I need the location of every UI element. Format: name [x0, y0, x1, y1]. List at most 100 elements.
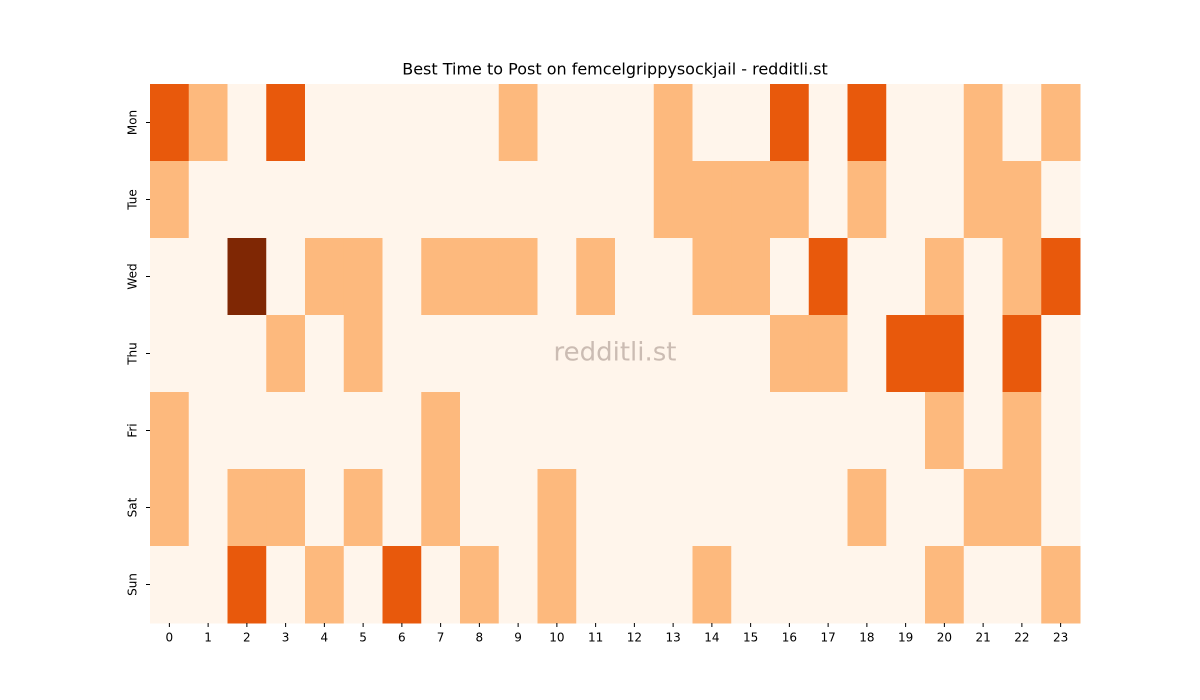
heat-cell — [343, 392, 383, 470]
heat-cell — [653, 315, 693, 393]
heat-cell — [266, 238, 306, 316]
heat-cell — [537, 469, 577, 547]
heat-cell — [963, 546, 1003, 624]
x-tick-label: 11 — [588, 631, 603, 645]
heat-cell — [1002, 315, 1042, 393]
heat-cell — [963, 315, 1003, 393]
heat-cell — [498, 469, 538, 547]
x-tick-label: 23 — [1053, 631, 1068, 645]
heat-cell — [305, 84, 345, 162]
heat-cell — [770, 161, 810, 239]
heat-cell — [498, 315, 538, 393]
heat-cell — [576, 238, 616, 316]
x-tick-label: 7 — [437, 631, 445, 645]
heat-cell — [808, 315, 848, 393]
heat-cell — [188, 84, 228, 162]
y-tick-label: Fri — [126, 423, 140, 437]
heat-cell — [731, 469, 771, 547]
heat-cell — [1041, 469, 1081, 547]
heat-cell — [150, 238, 190, 316]
heat-cell — [460, 469, 500, 547]
x-tick-label: 1 — [204, 631, 212, 645]
heat-cell — [382, 161, 422, 239]
cells — [150, 84, 1081, 624]
heat-cell — [421, 161, 461, 239]
x-tick-label: 15 — [743, 631, 758, 645]
x-tick-label: 18 — [859, 631, 874, 645]
heat-cell — [615, 84, 655, 162]
heat-cell — [770, 315, 810, 393]
heat-cell — [537, 161, 577, 239]
heat-cell — [460, 161, 500, 239]
heat-cell — [615, 546, 655, 624]
heat-cell — [770, 238, 810, 316]
heat-cell — [227, 546, 267, 624]
heat-cell — [188, 469, 228, 547]
heat-cell — [576, 161, 616, 239]
x-tick-label: 13 — [665, 631, 680, 645]
x-tick-label: 21 — [975, 631, 990, 645]
heat-cell — [731, 238, 771, 316]
heat-cell — [925, 315, 965, 393]
heat-cell — [653, 84, 693, 162]
heat-cell — [1041, 392, 1081, 470]
heat-cell — [576, 469, 616, 547]
x-tick-label: 3 — [282, 631, 290, 645]
heat-cell — [847, 161, 887, 239]
heat-cell — [576, 392, 616, 470]
heat-cell — [731, 161, 771, 239]
heat-cell — [343, 84, 383, 162]
x-tick-label: 5 — [359, 631, 367, 645]
heat-cell — [266, 392, 306, 470]
y-tick-label: Sun — [126, 573, 140, 596]
heat-cell — [576, 315, 616, 393]
x-tick-label: 16 — [782, 631, 797, 645]
heat-cell — [731, 84, 771, 162]
heat-cell — [421, 315, 461, 393]
heat-cell — [382, 84, 422, 162]
heat-cell — [343, 546, 383, 624]
heat-cell — [808, 392, 848, 470]
heat-cell — [1041, 546, 1081, 624]
heat-cell — [460, 84, 500, 162]
heat-cell — [692, 469, 732, 547]
heat-cell — [653, 392, 693, 470]
heat-cell — [227, 238, 267, 316]
heat-cell — [227, 469, 267, 547]
heat-cell — [615, 161, 655, 239]
heat-cell — [692, 238, 732, 316]
heat-cell — [653, 238, 693, 316]
heat-cell — [266, 161, 306, 239]
heat-cell — [808, 238, 848, 316]
heat-cell — [227, 161, 267, 239]
axes: 0 1 2 3 4 5 6 7 8 9 10 11 12 13 14 15 16 17 18 19 20 21 22 23Mo… — [126, 110, 1069, 645]
heat-cell — [150, 392, 190, 470]
heat-cell — [537, 546, 577, 624]
heat-cell — [150, 84, 190, 162]
heat-cell — [886, 84, 926, 162]
x-tick-label: 0 — [166, 631, 174, 645]
heat-cell — [925, 392, 965, 470]
heat-cell — [770, 392, 810, 470]
heat-cell — [188, 392, 228, 470]
heat-cell — [266, 469, 306, 547]
y-tick-label: Tue — [126, 189, 140, 211]
heat-cell — [886, 469, 926, 547]
heat-cell — [847, 392, 887, 470]
heat-cell — [886, 315, 926, 393]
heat-cell — [382, 315, 422, 393]
heat-cell — [460, 392, 500, 470]
heat-cell — [460, 315, 500, 393]
heat-cell — [266, 84, 306, 162]
heat-cell — [808, 546, 848, 624]
heat-cell — [886, 392, 926, 470]
heat-cell — [1041, 238, 1081, 316]
x-tick-label: 8 — [476, 631, 484, 645]
heat-cell — [847, 469, 887, 547]
heat-cell — [537, 392, 577, 470]
heat-cell — [305, 161, 345, 239]
heat-cell — [498, 161, 538, 239]
heat-cell — [847, 84, 887, 162]
heat-cell — [808, 84, 848, 162]
